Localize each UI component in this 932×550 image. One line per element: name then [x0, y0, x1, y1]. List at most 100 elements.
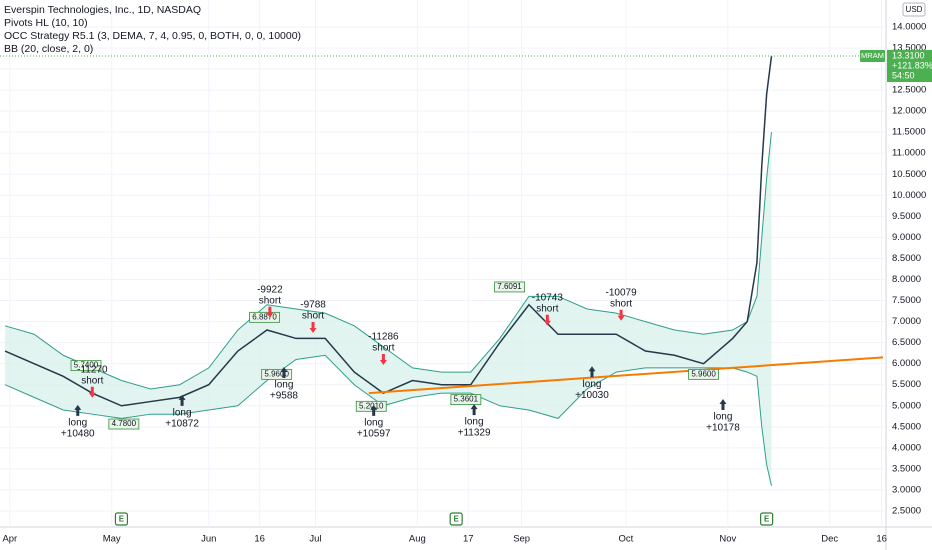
x-tick-label: Oct	[619, 534, 634, 545]
trendline	[368, 356, 884, 395]
symbol-tag	[860, 49, 885, 62]
pivot-box	[70, 360, 102, 372]
x-tick-label: 17	[463, 534, 474, 545]
pivot-label: 6.8870	[252, 312, 277, 321]
signal-side: long	[714, 412, 733, 423]
earnings-icon	[760, 512, 774, 526]
x-tick-label: Jun	[201, 534, 216, 545]
signal-side: long	[364, 418, 383, 429]
signal-side: long	[173, 407, 192, 418]
pivot-label: 5.9600	[691, 369, 716, 378]
short-arrow	[88, 386, 96, 398]
long-arrow	[588, 366, 596, 378]
y-tick-label: 6.5000	[892, 337, 921, 348]
y-tick-label: 8.0000	[892, 274, 921, 285]
y-tick-label: 4.5000	[892, 421, 921, 432]
signal-side: long	[583, 379, 602, 390]
pivot-box	[494, 281, 525, 293]
y-tick-label: 12.5000	[892, 85, 926, 96]
pivot-box	[688, 368, 719, 380]
symbol-label: MRAM	[861, 51, 884, 60]
indicator-label: BB (20, close, 2, 0)	[4, 43, 93, 55]
signal-side: short	[536, 303, 558, 314]
chart-title: Everspin Technologies, Inc., 1D, NASDAQ	[4, 4, 201, 16]
long-arrow	[719, 399, 727, 411]
x-tick-label: Dec	[821, 534, 838, 545]
signal-pnl: +9588	[270, 391, 299, 402]
signal-pnl: +10480	[61, 429, 95, 440]
band-line	[4, 132, 772, 390]
currency: USD	[906, 5, 923, 14]
short-arrow	[266, 306, 274, 318]
signal-side: short	[302, 311, 324, 322]
earnings-icon	[449, 512, 463, 526]
price-label: 13.3100	[892, 50, 925, 60]
indicator-label: OCC Strategy R5.1 (3, DEMA, 7, 4, 0.95, …	[4, 30, 301, 42]
earnings-icon	[114, 512, 129, 526]
pivot-label: 7.6091	[497, 282, 522, 291]
y-tick-label: 13.5000	[892, 43, 926, 54]
signal-side: long	[274, 380, 293, 391]
signal-side: short	[610, 298, 632, 309]
y-tick-label: 6.0000	[892, 358, 921, 369]
short-arrow	[617, 309, 625, 321]
currency-box[interactable]	[902, 2, 926, 17]
change-label: +121.83%	[892, 60, 932, 70]
signal-side: long	[68, 418, 87, 429]
countdown-label: 54:50	[892, 70, 915, 80]
pivot-box	[261, 368, 293, 380]
pivot-box	[355, 400, 387, 412]
x-tick-label: Apr	[2, 534, 17, 545]
x-tick-label: Aug	[409, 534, 426, 545]
pivot-box	[108, 418, 140, 430]
short-arrow	[309, 321, 317, 333]
y-tick-label: 11.0000	[892, 148, 926, 159]
x-tick-label: Nov	[719, 534, 736, 545]
signal-pnl: -11270	[77, 364, 108, 375]
price-line	[4, 55, 773, 407]
signal-side: short	[259, 295, 281, 306]
price-tag	[887, 49, 932, 82]
pivot-box	[249, 311, 280, 323]
short-arrow	[379, 353, 387, 365]
x-tick-label: May	[103, 534, 121, 545]
long-arrow	[178, 394, 186, 406]
y-tick-label: 12.0000	[892, 106, 926, 117]
pivot-label: 5.9600	[264, 369, 289, 378]
y-tick-label: 10.0000	[892, 190, 926, 201]
y-tick-label: 3.0000	[892, 484, 921, 495]
earnings-label: E	[453, 515, 459, 524]
long-arrow	[470, 404, 478, 416]
y-tick-label: 7.0000	[892, 316, 921, 327]
signal-side: short	[372, 343, 394, 354]
earnings-label: E	[119, 515, 125, 524]
earnings-label: E	[764, 515, 770, 524]
pivot-label: 5.2010	[359, 401, 384, 410]
y-tick-label: 5.5000	[892, 379, 921, 390]
signal-pnl: -11286	[368, 332, 399, 343]
x-tick-label: Sep	[513, 534, 530, 545]
signal-pnl: -10079	[606, 287, 638, 298]
signal-pnl: +11329	[458, 428, 491, 439]
signal-side: long	[465, 417, 484, 428]
signal-pnl: -10743	[532, 292, 564, 303]
plot	[0, 0, 885, 527]
pivot-label: 5.7400	[74, 361, 99, 370]
y-tick-label: 2.5000	[892, 506, 921, 517]
y-tick-label: 14.0000	[892, 21, 926, 32]
signal-pnl: +10597	[357, 429, 391, 440]
short-arrow	[543, 314, 551, 326]
y-tick-label: 3.5000	[892, 463, 921, 474]
x-tick-label: Jul	[309, 534, 321, 545]
y-tick-label: 9.5000	[892, 211, 921, 222]
y-tick-label: 8.5000	[892, 253, 921, 264]
long-arrow	[74, 404, 82, 416]
x-tick-label: 16	[254, 534, 265, 545]
pivot-box	[450, 394, 482, 406]
y-tick-label: 9.0000	[892, 232, 921, 243]
signal-pnl: +10030	[575, 390, 609, 401]
indicator-label: Pivots HL (10, 10)	[4, 17, 88, 29]
pivot-label: 4.7800	[112, 419, 137, 428]
